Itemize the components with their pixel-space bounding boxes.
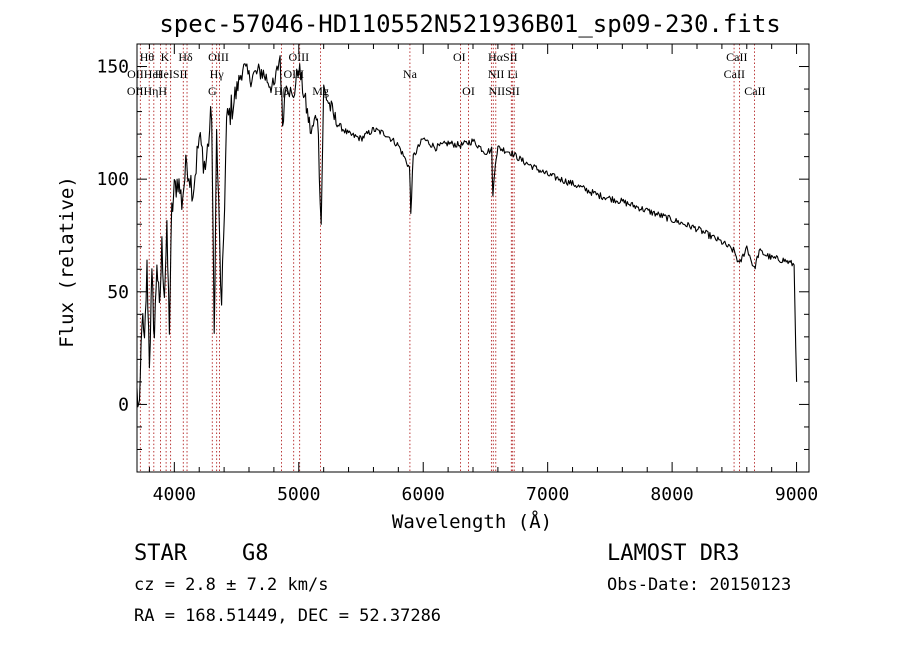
y-tick-label: 100: [96, 169, 129, 190]
line-label: CaII: [726, 50, 747, 64]
spectrum-line: [136, 55, 798, 408]
chart-title: spec-57046-HD110552N521936B01_sp09-230.f…: [159, 10, 780, 38]
y-tick-label: 150: [96, 57, 129, 78]
survey-name: LAMOST DR3: [607, 541, 739, 566]
plot-frame: [136, 43, 810, 473]
line-label: OIIHeI: [127, 67, 162, 81]
line-label: OIII: [288, 50, 309, 64]
line-label: Hγ: [210, 67, 225, 81]
x-axis-label: Wavelength (Å): [392, 510, 552, 533]
y-axis-label: Flux (relative): [56, 176, 78, 348]
y-tick-label: 50: [107, 282, 129, 303]
line-label: OIIHηH: [127, 84, 168, 98]
line-label: NII Li: [488, 67, 519, 81]
x-tick-label: 7000: [526, 484, 569, 505]
line-label: Hθ: [140, 50, 155, 64]
line-label: OI: [462, 84, 475, 98]
observation-date: Obs-Date: 20150123: [607, 575, 791, 595]
line-label: OIII: [208, 50, 229, 64]
redshift-readout: cz = 2.8 ± 7.2 km/s: [134, 575, 328, 595]
line-label: CaII: [744, 84, 765, 98]
line-label: OI: [453, 50, 466, 64]
x-axis-ticks: 4000 5000 6000 7000 8000 9000: [148, 44, 818, 505]
line-label: Na: [403, 67, 418, 81]
line-label: HαSII: [488, 50, 518, 64]
x-tick-label: 4000: [153, 484, 196, 505]
y-axis-ticks: 0 50 100 150: [96, 43, 809, 473]
object-subclass: G8: [242, 541, 269, 566]
y-tick-label: 0: [118, 394, 129, 415]
x-tick-label: 8000: [650, 484, 693, 505]
line-label: K: [161, 50, 170, 64]
coordinates-readout: RA = 168.51449, DEC = 52.37286: [134, 606, 441, 626]
line-label: G: [208, 84, 217, 98]
line-label: NIISII: [488, 84, 519, 98]
x-tick-label: 6000: [402, 484, 445, 505]
spectral-line-markers: [139, 44, 755, 472]
line-label: Hδ: [178, 50, 193, 64]
line-label: HeISII: [155, 67, 188, 81]
x-tick-label: 9000: [775, 484, 818, 505]
x-tick-label: 5000: [277, 484, 320, 505]
object-class: STAR: [134, 541, 188, 566]
line-label: CaII: [724, 67, 745, 81]
